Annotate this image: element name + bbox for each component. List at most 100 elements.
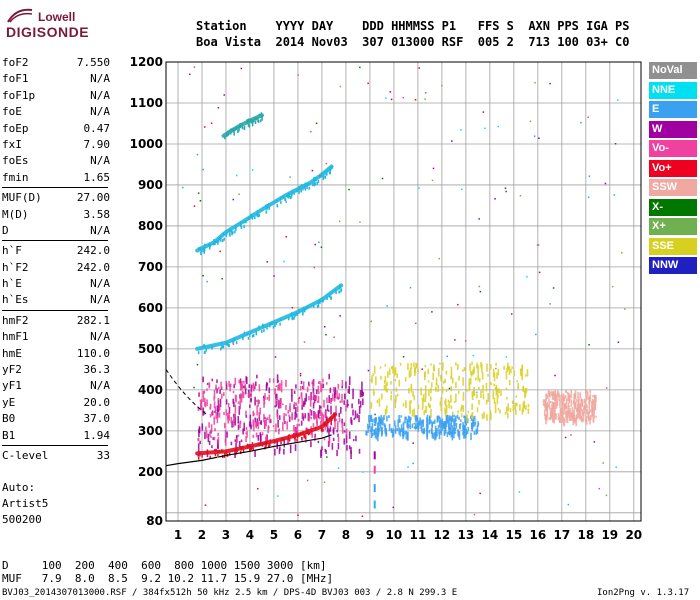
- echo-point: [468, 378, 471, 386]
- echo-point: [341, 380, 344, 387]
- noise-point: [484, 127, 486, 130]
- echo-trace: [195, 164, 334, 253]
- param-value: N/A: [90, 154, 110, 168]
- echo-point: [258, 412, 261, 418]
- echo-point: [275, 394, 277, 399]
- echo-point: [404, 416, 406, 424]
- x-tick-label: 20: [625, 528, 642, 542]
- echo-point: [223, 411, 225, 415]
- echo-point: [415, 425, 418, 429]
- echo-point: [460, 413, 463, 418]
- echo-point: [312, 183, 314, 187]
- echo-point: [337, 383, 340, 389]
- echo-point: [330, 419, 332, 425]
- echo-point: [255, 423, 257, 427]
- echo-point: [218, 404, 221, 410]
- noise-point: [299, 372, 302, 375]
- echo-point: [245, 414, 248, 418]
- echo-point: [233, 413, 236, 423]
- echo-point: [563, 418, 566, 427]
- echo-point: [446, 432, 449, 438]
- echo-point: [295, 312, 297, 316]
- echo-point: [439, 419, 442, 426]
- param-value: N/A: [90, 330, 110, 344]
- echo-point: [350, 417, 352, 424]
- echo-point: [555, 403, 558, 409]
- echo-point: [370, 379, 372, 382]
- echo-point: [423, 427, 426, 434]
- echo-point: [447, 416, 450, 425]
- echo-point: [338, 393, 341, 399]
- echo-point: [431, 432, 434, 438]
- echo-point: [257, 421, 260, 430]
- echo-point: [487, 373, 489, 377]
- echo-point: [221, 449, 223, 453]
- echo-point: [583, 398, 586, 404]
- echo-point: [385, 405, 388, 414]
- legend-item: Vo+: [649, 159, 697, 177]
- echo-point: [288, 193, 291, 197]
- echo-point: [281, 437, 283, 441]
- echo-point: [421, 397, 424, 401]
- echo-point: [324, 426, 327, 430]
- echo-point: [304, 397, 306, 405]
- echo-point: [368, 414, 370, 423]
- echo-point: [299, 386, 302, 391]
- echo-point: [338, 417, 341, 423]
- echo-point: [407, 420, 409, 430]
- echo-point: [499, 409, 501, 414]
- echo-point: [588, 403, 591, 408]
- noise-point: [311, 169, 314, 172]
- y-tick-label: 1100: [130, 96, 163, 110]
- echo-point: [325, 450, 327, 454]
- echo-point: [245, 432, 247, 435]
- echo-point: [407, 431, 409, 441]
- x-tick-label: 16: [529, 528, 546, 542]
- echo-point: [482, 384, 484, 393]
- legend-item: X+: [649, 218, 697, 235]
- echo-point: [437, 367, 440, 377]
- echo-point: [205, 430, 208, 439]
- param-separator: [2, 187, 108, 189]
- echo-point: [371, 432, 374, 437]
- echo-point: [338, 290, 340, 294]
- echo-point: [250, 384, 253, 392]
- echo-point: [588, 413, 590, 421]
- noise-point: [325, 333, 327, 336]
- echo-point: [237, 434, 240, 437]
- echo-point: [371, 375, 373, 384]
- echo-point: [238, 440, 241, 448]
- echo-point: [338, 286, 341, 290]
- echo-point: [223, 422, 226, 429]
- echo-point: [206, 382, 209, 385]
- echo-point: [558, 398, 561, 402]
- echo-point: [409, 400, 411, 410]
- noise-point: [202, 274, 204, 277]
- echo-point: [213, 401, 216, 409]
- echo-point: [470, 418, 473, 421]
- echo-point: [256, 409, 258, 416]
- echo-point: [246, 119, 248, 123]
- echo-point: [546, 406, 549, 410]
- noise-point: [472, 354, 475, 357]
- echo-point: [310, 416, 312, 420]
- echo-point: [457, 410, 459, 414]
- echo-point: [255, 330, 257, 334]
- echo-point: [203, 390, 206, 394]
- echo-point: [322, 177, 325, 181]
- echo-point: [384, 364, 387, 367]
- echo-point: [393, 368, 396, 377]
- echo-point: [293, 191, 296, 195]
- echo-point: [552, 402, 555, 408]
- echo-point: [445, 388, 448, 393]
- echo-point: [303, 185, 306, 189]
- echo-point: [504, 411, 507, 415]
- echo-point: [246, 430, 248, 438]
- echo-point: [562, 409, 564, 413]
- echo-point: [466, 389, 469, 392]
- echo-point: [302, 312, 304, 316]
- param-key: foEp: [2, 121, 29, 135]
- echo-point: [301, 404, 303, 410]
- noise-point: [510, 313, 513, 315]
- echo-point: [447, 414, 449, 418]
